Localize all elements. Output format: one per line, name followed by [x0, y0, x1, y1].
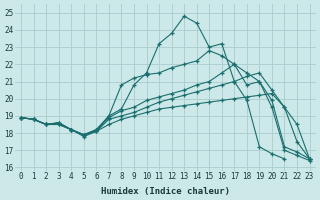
X-axis label: Humidex (Indice chaleur): Humidex (Indice chaleur): [101, 187, 230, 196]
